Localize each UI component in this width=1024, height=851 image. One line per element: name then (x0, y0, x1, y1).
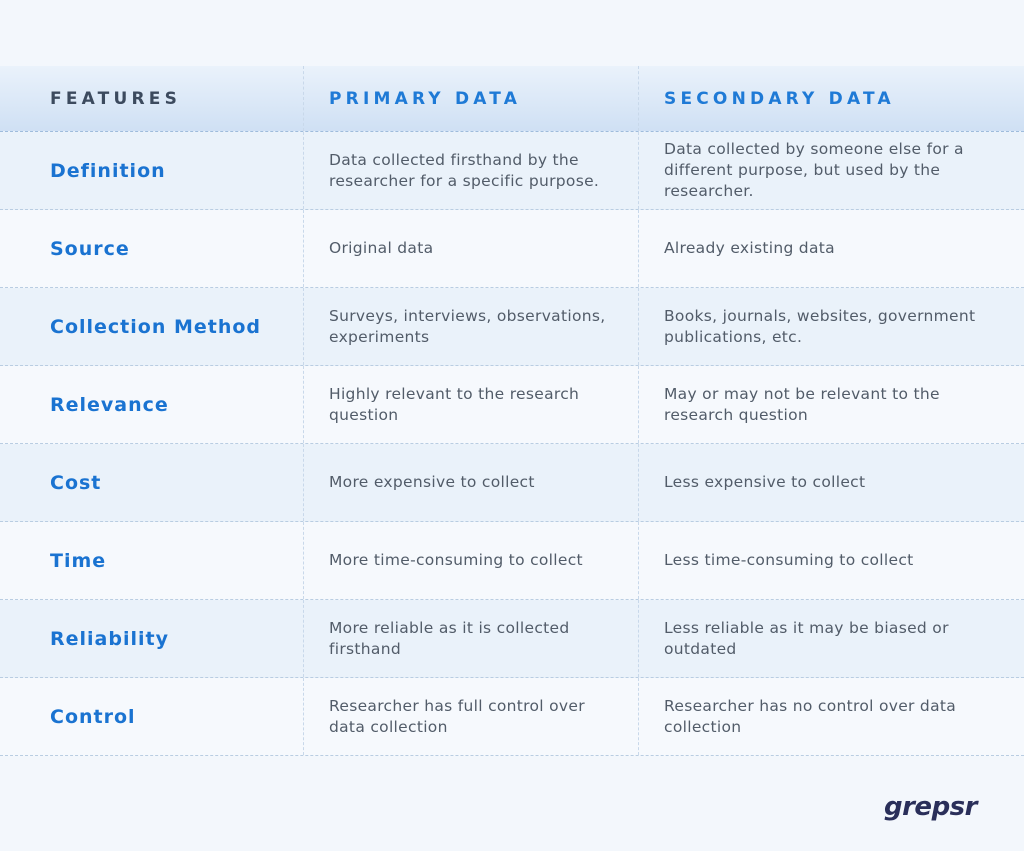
primary-text: Surveys, interviews, observations, exper… (329, 306, 606, 346)
primary-cell: Highly relevant to the research question (304, 366, 639, 443)
primary-text: More reliable as it is collected firstha… (329, 618, 570, 658)
feature-label: Definition (50, 159, 166, 182)
header-cell-features: FEATURES (0, 66, 304, 131)
secondary-text: May or may not be relevant to the resear… (664, 384, 940, 424)
feature-cell: Time (0, 522, 304, 599)
primary-text: Highly relevant to the research question (329, 384, 580, 424)
grepsr-logo: grepsr (884, 792, 977, 822)
secondary-cell: Less expensive to collect (639, 444, 1024, 521)
feature-label: Cost (50, 471, 102, 494)
secondary-text: Already existing data (664, 239, 835, 257)
secondary-text: Data collected by someone else for a dif… (664, 140, 964, 200)
secondary-text: Less expensive to collect (664, 473, 866, 491)
primary-text: Original data (329, 239, 434, 257)
table-row-cost: Cost More expensive to collect Less expe… (0, 444, 1024, 522)
primary-cell: Original data (304, 210, 639, 287)
header-secondary-label: SECONDARY DATA (664, 88, 895, 109)
feature-label: Relevance (50, 393, 169, 416)
secondary-cell: Data collected by someone else for a dif… (639, 132, 1024, 209)
feature-cell: Cost (0, 444, 304, 521)
feature-cell: Source (0, 210, 304, 287)
table-row-time: Time More time-consuming to collect Less… (0, 522, 1024, 600)
secondary-cell: Already existing data (639, 210, 1024, 287)
feature-label: Control (50, 705, 136, 728)
primary-cell: Researcher has full control over data co… (304, 678, 639, 755)
header-primary-label: PRIMARY DATA (329, 88, 522, 109)
feature-label: Time (50, 549, 107, 572)
secondary-text: Less reliable as it may be biased or out… (664, 618, 949, 658)
table-row-definition: Definition Data collected firsthand by t… (0, 132, 1024, 210)
table-header-row: FEATURES PRIMARY DATA SECONDARY DATA (0, 66, 1024, 132)
header-cell-primary: PRIMARY DATA (304, 66, 639, 131)
table-row-relevance: Relevance Highly relevant to the researc… (0, 366, 1024, 444)
feature-label: Reliability (50, 627, 169, 650)
feature-cell: Reliability (0, 600, 304, 677)
table-row-reliability: Reliability More reliable as it is colle… (0, 600, 1024, 678)
feature-cell: Relevance (0, 366, 304, 443)
table-row-source: Source Original data Already existing da… (0, 210, 1024, 288)
header-features-label: FEATURES (50, 88, 182, 109)
feature-cell: Definition (0, 132, 304, 209)
feature-label: Collection Method (50, 315, 262, 338)
comparison-table: FEATURES PRIMARY DATA SECONDARY DATA Def… (0, 66, 1024, 756)
primary-text: More time-consuming to collect (329, 551, 583, 569)
primary-text: Researcher has full control over data co… (329, 696, 585, 736)
secondary-text: Less time-consuming to collect (664, 551, 914, 569)
primary-cell: More time-consuming to collect (304, 522, 639, 599)
primary-text: Data collected firsthand by the research… (329, 150, 600, 190)
secondary-cell: Less reliable as it may be biased or out… (639, 600, 1024, 677)
secondary-text: Books, journals, websites, government pu… (664, 306, 976, 346)
table-row-control: Control Researcher has full control over… (0, 678, 1024, 756)
secondary-text: Researcher has no control over data coll… (664, 696, 957, 736)
header-cell-secondary: SECONDARY DATA (639, 66, 1024, 131)
feature-cell: Collection Method (0, 288, 304, 365)
feature-cell: Control (0, 678, 304, 755)
secondary-cell: May or may not be relevant to the resear… (639, 366, 1024, 443)
secondary-cell: Researcher has no control over data coll… (639, 678, 1024, 755)
primary-text: More expensive to collect (329, 473, 535, 491)
table-row-collection-method: Collection Method Surveys, interviews, o… (0, 288, 1024, 366)
primary-cell: More reliable as it is collected firstha… (304, 600, 639, 677)
secondary-cell: Less time-consuming to collect (639, 522, 1024, 599)
primary-cell: More expensive to collect (304, 444, 639, 521)
primary-cell: Surveys, interviews, observations, exper… (304, 288, 639, 365)
primary-cell: Data collected firsthand by the research… (304, 132, 639, 209)
feature-label: Source (50, 237, 130, 260)
secondary-cell: Books, journals, websites, government pu… (639, 288, 1024, 365)
